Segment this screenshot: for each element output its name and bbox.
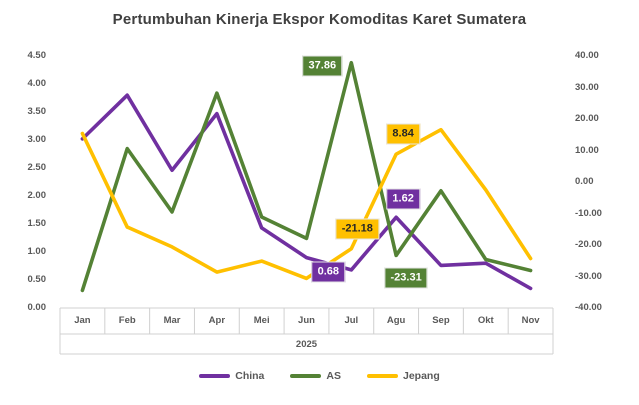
x-axis-label: Jan [74,315,91,326]
data-label-as-agu: -23.31 [384,267,428,289]
left-axis-tick: 3.50 [27,106,47,117]
legend-item-china: China [199,370,264,382]
left-axis-tick: 0.50 [27,274,47,285]
x-axis-label: Nov [521,315,540,326]
x-axis-label: Feb [118,315,136,326]
x-axis-label: Sep [432,315,450,326]
x-axis-label: Okt [477,315,494,326]
left-axis-tick: 2.50 [27,162,47,173]
series-line-as [80,60,533,293]
legend-swatch-china [199,374,231,378]
x-axis-label: Apr [208,315,226,326]
data-label-china-jul: 0.68 [311,261,346,283]
series-line-jepang [80,127,533,281]
right-axis-tick: 20.00 [575,113,599,124]
data-label-as-jul: 37.86 [302,55,343,77]
data-label-jepang-agu: 8.84 [386,123,420,145]
right-axis-tick: 10.00 [575,144,599,156]
left-axis-tick: 3.00 [27,134,47,145]
x-axis-label: Mar [163,315,181,326]
right-axis-tick: 30.00 [575,81,599,93]
left-axis-tick: 0.00 [27,302,47,313]
legend-swatch-as [290,374,322,378]
left-axis-tick: 1.00 [27,246,47,257]
x-axis-label: Jun [298,315,315,326]
data-label-china-agu: 1.62 [386,188,420,210]
x-axis-label: Mei [253,315,270,326]
legend-item-jepang: Jepang [367,370,440,382]
left-axis-tick: 4.50 [27,50,47,61]
legend-label: China [235,370,265,382]
data-label-jepang-jul: -21.18 [335,218,379,240]
right-axis-tick: -10.00 [575,207,602,219]
right-axis-tick: -30.00 [575,270,602,282]
legend-label: Jepang [403,370,440,382]
x-axis-label: Agu [386,315,406,326]
right-axis-tick: -20.00 [575,239,602,250]
legend-swatch-jepang [367,374,398,378]
legend-label: AS [326,370,341,382]
left-axis-tick: 2.00 [27,190,47,201]
legend: China AS Jepang [0,366,639,386]
legend-item-as: AS [290,370,341,382]
right-axis-tick: -40.00 [575,302,602,313]
right-axis-tick: 0.00 [575,176,594,187]
left-axis-tick: 4.00 [27,78,47,89]
left-axis-tick: 1.50 [27,218,47,229]
series-line-china [80,93,533,291]
x-axis-label: Jul [344,315,359,326]
chart-title: Pertumbuhan Kinerja Ekspor Komoditas Kar… [112,11,527,28]
right-axis-tick: 40.00 [575,50,599,61]
x-axis-year-label: 2025 [295,339,318,350]
